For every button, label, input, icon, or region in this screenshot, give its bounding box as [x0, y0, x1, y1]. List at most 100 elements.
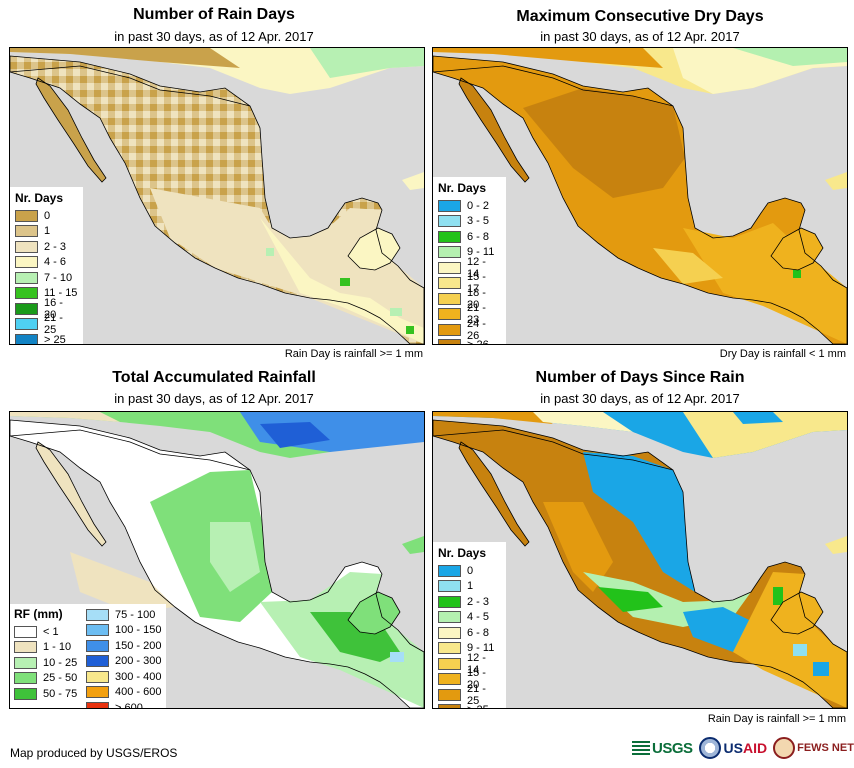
dry-days-legend-label: 6 - 8 — [467, 230, 490, 243]
rain-days-legend-entry: 21 - 25 — [15, 312, 78, 336]
dry-days-legend-entry: 21 - 23 — [438, 302, 501, 326]
rain-days-legend-swatch — [15, 287, 38, 300]
dry-days-legend-swatch — [438, 199, 461, 212]
rain-days-legend-swatch — [15, 256, 38, 269]
days-since-rain-legend-label: 15 - 20 — [467, 667, 486, 692]
days-since-rain-legend-entry: 12 - 14 — [438, 652, 501, 676]
rain-days-legend-swatch — [15, 318, 38, 331]
total-rainfall-legend-entry: 100 - 150 — [86, 623, 162, 639]
dry-days-legend-label: 24 - 26 — [467, 317, 486, 342]
total-rainfall-legend-swatch — [14, 625, 37, 638]
rain-days-legend-label: > 25 — [44, 333, 66, 345]
dry-days-legend-entry: 12 - 14 — [438, 256, 501, 280]
dry-days-legend-swatch — [438, 215, 461, 228]
dry-days-map[interactable]: Nr. Days 0 - 2 3 - 5 6 - 8 9 - 11 12 - 14 15 … — [432, 47, 848, 345]
dry-days-title: Maximum Consecutive Dry Days — [516, 8, 764, 25]
dry-days-legend-swatch — [438, 339, 461, 344]
usgs-logo: USGS — [632, 740, 693, 757]
total-rainfall-legend-entry: 300 - 400 — [86, 669, 162, 685]
rain-days-legend-entry: 1 — [15, 224, 78, 240]
dry-days-legend-label: 12 - 14 — [467, 255, 486, 280]
rain-days-title: Number of Rain Days — [133, 6, 295, 23]
total-rainfall-legend-entry: 200 - 300 — [86, 654, 162, 670]
days-since-rain-legend-swatch — [438, 657, 461, 670]
dry-days-legend-swatch — [438, 277, 461, 290]
rain-days-note: Rain Day is rainfall >= 1 mm — [284, 348, 423, 360]
dry-days-legend-entry: 0 - 2 — [438, 198, 501, 214]
dry-days-legend-swatch — [438, 246, 461, 259]
days-since-rain-legend-label: 21 - 25 — [467, 682, 486, 707]
total-rainfall-legend-label: 10 - 25 — [43, 656, 78, 669]
dry-days-legend-swatch — [438, 261, 461, 274]
total-rainfall-legend-swatch — [86, 624, 109, 637]
total-rainfall-legend-label: 75 - 100 — [115, 608, 156, 621]
total-rainfall-legend-entry: < 1 — [14, 624, 80, 640]
rain-days-legend-swatch — [15, 225, 38, 238]
days-since-rain-legend-swatch — [438, 642, 461, 655]
rain-days-legend-swatch — [15, 333, 38, 344]
logo-strip: USGS US AID FEWS NET — [632, 737, 854, 759]
total-rainfall-legend-swatch — [86, 639, 109, 652]
rain-days-map[interactable]: Nr. Days 0 1 2 - 3 4 - 6 7 - 10 11 - 15 16 - 2… — [9, 47, 425, 345]
total-rainfall-legend-label: 1 - 10 — [43, 641, 72, 654]
dry-days-legend-swatch — [438, 230, 461, 243]
dry-days-subtitle: in past 30 days, as of 12 Apr. 2017 — [540, 29, 740, 44]
total-rainfall-legend-entry: 1 - 10 — [14, 640, 80, 656]
dry-days-legend-entry: > 26 — [438, 338, 501, 344]
total-rainfall-map[interactable]: RF (mm) < 1 1 - 10 10 - 25 25 - 50 50 - 75 7… — [9, 411, 425, 709]
rain-days-legend-label: 1 — [44, 225, 51, 238]
dry-days-legend-label: 9 - 11 — [467, 246, 495, 259]
days-since-rain-legend-entry: 6 - 8 — [438, 625, 501, 641]
total-rainfall-legend-col2: 75 - 100 100 - 150 150 - 200 200 - 300 300 -… — [86, 607, 162, 709]
dry-days-legend-entry: 24 - 26 — [438, 318, 501, 342]
dry-days-legend-rows: 0 - 2 3 - 5 6 - 8 9 - 11 12 - 14 15 - 17 18 - … — [438, 198, 501, 344]
dry-days-legend-entry: 15 - 17 — [438, 271, 501, 295]
total-rainfall-legend-entry: 25 - 50 — [14, 671, 80, 687]
days-since-rain-legend-entry: 4 - 5 — [438, 610, 501, 626]
days-since-rain-legend-label: 4 - 5 — [467, 611, 490, 624]
days-since-rain-legend-swatch — [438, 580, 461, 593]
rain-days-legend-entry: 0 — [15, 208, 78, 224]
total-rainfall-legend-label: 200 - 300 — [115, 655, 162, 668]
total-rainfall-legend: RF (mm) < 1 1 - 10 10 - 25 25 - 50 50 - 75 7… — [10, 604, 166, 709]
days-since-rain-legend-entry: 9 - 11 — [438, 641, 501, 657]
dry-days-legend-swatch — [438, 323, 461, 336]
rain-days-legend-label: 7 - 10 — [44, 271, 73, 284]
dry-days-legend-title: Nr. Days — [438, 181, 487, 195]
rain-days-subtitle: in past 30 days, as of 12 Apr. 2017 — [114, 29, 314, 44]
rain-days-legend-entry: > 25 — [15, 332, 78, 345]
total-rainfall-legend-title: RF (mm) — [14, 607, 63, 621]
credit-text: Map produced by USGS/EROS — [10, 746, 178, 760]
days-since-rain-subtitle: in past 30 days, as of 12 Apr. 2017 — [540, 391, 740, 406]
dry-days-legend-swatch — [438, 308, 461, 321]
days-since-rain-legend-swatch — [438, 704, 461, 708]
days-since-rain-legend-label: 0 — [467, 564, 474, 577]
dry-days-legend-label: 3 - 5 — [467, 215, 490, 228]
total-rainfall-legend-label: 300 - 400 — [115, 670, 162, 683]
days-since-rain-legend-title: Nr. Days — [438, 546, 487, 560]
days-since-rain-legend-entry: 0 — [438, 563, 501, 579]
days-since-rain-title: Number of Days Since Rain — [535, 369, 745, 386]
total-rainfall-legend-entry: 150 - 200 — [86, 638, 162, 654]
total-rainfall-legend-swatch — [86, 608, 109, 621]
days-since-rain-map[interactable]: Nr. Days 0 1 2 - 3 4 - 5 6 - 8 9 - 11 12 - 14 1… — [432, 411, 848, 709]
rain-days-legend-label: 16 - 20 — [44, 296, 63, 321]
dry-days-legend-label: 21 - 23 — [467, 302, 486, 327]
total-rainfall-legend-label: > 600 — [115, 701, 143, 709]
rain-days-legend-label: 21 - 25 — [44, 312, 63, 337]
fews-net-logo: FEWS NET — [773, 737, 854, 759]
rain-days-legend-rows: 0 1 2 - 3 4 - 6 7 - 10 11 - 15 16 - 20 21 - 25 >… — [15, 208, 78, 345]
dry-days-legend-label: 18 - 20 — [467, 286, 486, 311]
dry-days-legend-entry: 3 - 5 — [438, 214, 501, 230]
days-since-rain-legend-entry: 21 - 25 — [438, 683, 501, 707]
rain-days-legend-entry: 4 - 6 — [15, 255, 78, 271]
days-since-rain-legend-label: 9 - 11 — [467, 642, 495, 655]
days-since-rain-legend-swatch — [438, 673, 461, 686]
rain-days-legend-label: 2 - 3 — [44, 240, 67, 253]
rain-days-legend-title: Nr. Days — [15, 191, 64, 205]
total-rainfall-legend-label: 25 - 50 — [43, 672, 78, 685]
rain-days-legend: Nr. Days 0 1 2 - 3 4 - 6 7 - 10 11 - 15 16 - 2… — [10, 187, 83, 345]
total-rainfall-legend-col1: < 1 1 - 10 10 - 25 25 - 50 50 - 75 — [14, 624, 80, 702]
total-rainfall-title: Total Accumulated Rainfall — [112, 369, 316, 386]
total-rainfall-legend-swatch — [86, 686, 109, 699]
